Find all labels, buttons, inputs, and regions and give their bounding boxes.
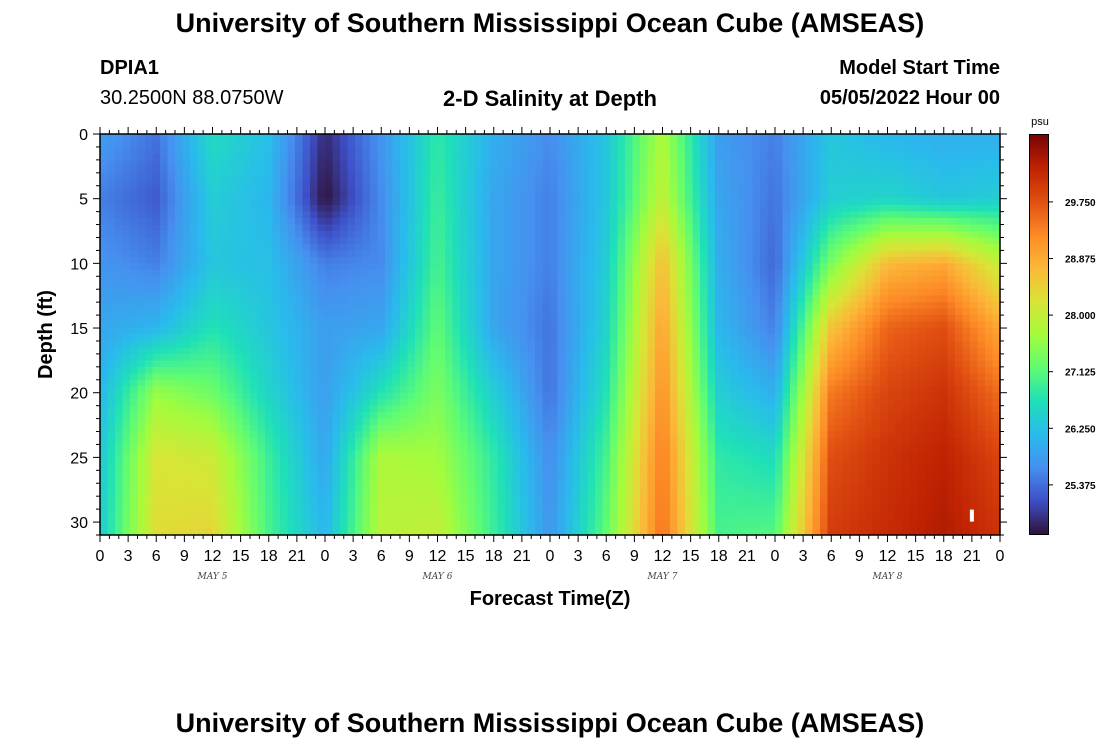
x-tick-label: 21 <box>513 548 531 565</box>
model-start-label: Model Start Time <box>839 57 1000 79</box>
salinity-heatmap <box>100 134 1000 535</box>
day-label: MAY 8 <box>872 572 903 582</box>
colorbar-tick-label: 28.875 <box>1065 255 1096 266</box>
x-tick-label: 6 <box>602 548 611 565</box>
x-tick-label: 21 <box>963 548 981 565</box>
x-tick-label: 15 <box>907 548 925 565</box>
x-tick-label: 0 <box>546 548 555 565</box>
y-tick-label: 10 <box>70 256 88 273</box>
colorbar-tick-label: 27.125 <box>1065 368 1096 379</box>
y-tick-label: 20 <box>70 386 88 403</box>
x-tick-label: 3 <box>574 548 583 565</box>
x-tick-label: 0 <box>771 548 780 565</box>
x-tick-label: 0 <box>996 548 1005 565</box>
x-tick-label: 15 <box>682 548 700 565</box>
x-tick-label: 6 <box>377 548 386 565</box>
x-tick-label: 0 <box>96 548 105 565</box>
plot-frame <box>99 133 1001 536</box>
x-tick-label: 15 <box>457 548 475 565</box>
x-tick-label: 21 <box>738 548 756 565</box>
x-tick-label: 21 <box>288 548 306 565</box>
y-tick-label: 5 <box>79 192 88 209</box>
y-tick-label: 25 <box>70 450 88 467</box>
y-tick-label: 0 <box>79 127 88 144</box>
x-tick-label: 0 <box>321 548 330 565</box>
colorbar-tick-label: 29.750 <box>1065 198 1096 209</box>
x-tick-label: 3 <box>349 548 358 565</box>
data-marker <box>969 509 974 522</box>
salinity-colorbar <box>1029 134 1049 535</box>
colorbar-tick-label: 28.000 <box>1065 311 1096 322</box>
y-axis-title: Depth (ft) <box>35 290 57 379</box>
x-tick-label: 9 <box>405 548 414 565</box>
x-tick-label: 9 <box>630 548 639 565</box>
x-axis-title: Forecast Time(Z) <box>470 588 631 610</box>
x-tick-label: 6 <box>827 548 836 565</box>
station-coordinates: 30.2500N 88.0750W <box>100 87 284 109</box>
x-tick-label: 15 <box>232 548 250 565</box>
station-id: DPIA1 <box>100 57 159 79</box>
day-label: MAY 6 <box>422 572 453 582</box>
colorbar-tick-label: 25.375 <box>1065 481 1096 492</box>
x-tick-label: 12 <box>429 548 447 565</box>
x-tick-label: 18 <box>260 548 278 565</box>
x-tick-label: 18 <box>485 548 503 565</box>
colorbar-unit-label: psu <box>1031 116 1049 128</box>
x-tick-label: 12 <box>879 548 897 565</box>
y-tick-label: 30 <box>70 515 88 532</box>
x-tick-label: 12 <box>204 548 222 565</box>
x-tick-label: 9 <box>180 548 189 565</box>
chart-subtitle: 2-D Salinity at Depth <box>443 86 657 111</box>
x-tick-label: 6 <box>152 548 161 565</box>
day-label: MAY 5 <box>197 572 228 582</box>
x-tick-label: 9 <box>855 548 864 565</box>
x-tick-label: 18 <box>710 548 728 565</box>
model-start-value: 05/05/2022 Hour 00 <box>819 87 1000 109</box>
x-tick-label: 3 <box>124 548 133 565</box>
day-label: MAY 7 <box>647 572 678 582</box>
x-tick-label: 3 <box>799 548 808 565</box>
x-tick-label: 12 <box>654 548 672 565</box>
x-tick-label: 18 <box>935 548 953 565</box>
page-title: University of Southern Mississippi Ocean… <box>175 8 925 38</box>
footer-title: University of Southern Mississippi Ocean… <box>175 708 925 738</box>
colorbar-tick-label: 26.250 <box>1065 424 1096 435</box>
y-tick-label: 15 <box>70 321 88 338</box>
